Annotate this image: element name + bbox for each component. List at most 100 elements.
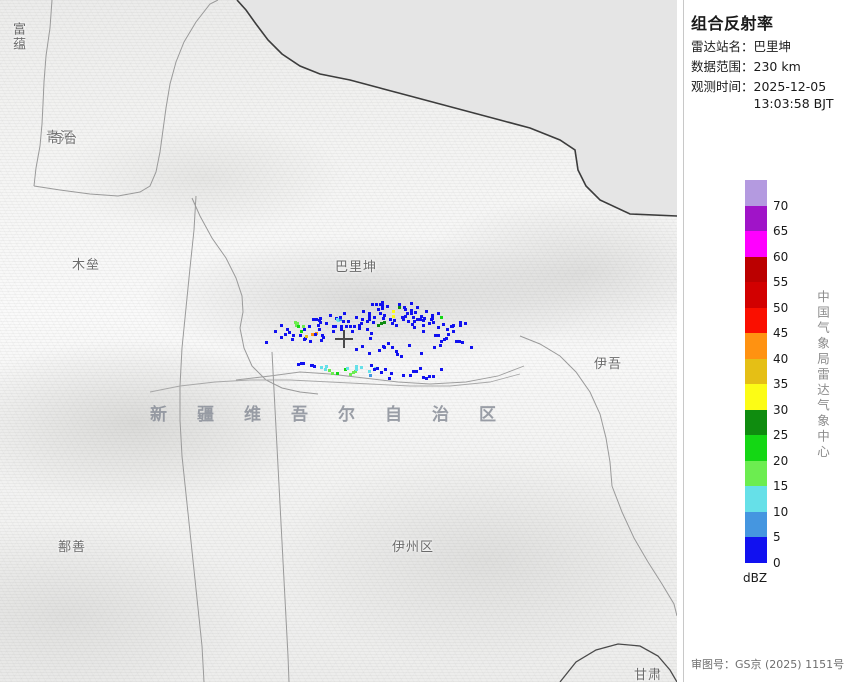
boundary-line-shanshan-east bbox=[271, 351, 290, 682]
metadata-row: 雷达站名：巴里坤 bbox=[691, 38, 859, 55]
radar-echo-pixel bbox=[434, 334, 437, 337]
radar-echo-pixel bbox=[373, 368, 376, 371]
colorbar-tick-label: 15 bbox=[773, 479, 789, 494]
colorbar-segment bbox=[745, 205, 767, 232]
radar-echo-pixel bbox=[380, 371, 383, 374]
radar-echo-pixel bbox=[416, 318, 419, 321]
colorbar-tick-label: 40 bbox=[773, 351, 789, 366]
boundary-line-qinghe-west bbox=[33, 0, 53, 187]
radar-echo-pixel bbox=[351, 330, 354, 333]
radar-echo-pixel bbox=[415, 370, 418, 373]
radar-echo-pixel bbox=[366, 320, 369, 323]
colorbar-tick-label: 30 bbox=[773, 402, 789, 417]
radar-echo-pixel bbox=[328, 369, 331, 372]
radar-echo-pixel bbox=[422, 376, 425, 379]
colorbar-segment bbox=[745, 486, 767, 512]
boundary-line-mountain-ridge bbox=[149, 373, 521, 393]
radar-echo-pixel bbox=[446, 328, 449, 331]
colorbar-tick-label: 25 bbox=[773, 428, 789, 443]
radar-echo-pixel bbox=[300, 362, 303, 365]
metadata-row: 数据范围： 230 km bbox=[691, 58, 859, 75]
radar-echo-pixel bbox=[377, 324, 380, 327]
radar-echo-pixel bbox=[303, 328, 306, 331]
radar-echo-pixel bbox=[294, 321, 297, 324]
metadata-key: 雷达站名 bbox=[691, 39, 742, 54]
radar-echo-pixel bbox=[432, 321, 435, 324]
colorbar-tick-label: 20 bbox=[773, 453, 789, 468]
panel-divider bbox=[683, 0, 684, 682]
map-label-qinghe: 青河 bbox=[46, 130, 75, 145]
radar-echo-pixel bbox=[440, 368, 443, 371]
metadata-list: 雷达站名：巴里坤 数据范围： 230 km 观测时间： 2025-12-05 13:03… bbox=[691, 38, 859, 115]
radar-echo-pixel bbox=[440, 316, 443, 319]
radar-echo-pixel bbox=[340, 325, 343, 328]
colorbar-tick-label: 60 bbox=[773, 249, 789, 264]
colorbar-segment bbox=[745, 409, 767, 436]
radar-echo-pixel bbox=[400, 355, 403, 358]
radar-echo-pixel bbox=[349, 325, 352, 328]
radar-echo-pixel bbox=[410, 309, 413, 312]
map-label-yizhouqu: 伊州区 bbox=[392, 540, 435, 555]
boundary-line-qinghe-south bbox=[33, 0, 219, 197]
colorbar-tick-label: 0 bbox=[773, 556, 781, 570]
radar-echo-pixel bbox=[439, 344, 442, 347]
radar-echo-pixel bbox=[451, 325, 454, 328]
radar-echo-pixel bbox=[411, 323, 414, 326]
radar-echo-pixel bbox=[373, 316, 376, 319]
radar-echo-pixel bbox=[458, 340, 461, 343]
radar-echo-pixel bbox=[402, 318, 405, 321]
radar-echo-pixel bbox=[344, 368, 347, 371]
colorbar-tick-label: 55 bbox=[773, 275, 789, 290]
radar-echo-pixel bbox=[305, 335, 308, 338]
radar-echo-pixel bbox=[349, 373, 352, 376]
radar-echo-pixel bbox=[422, 330, 425, 333]
radar-echo-pixel bbox=[280, 336, 283, 339]
radar-echo-pixel bbox=[464, 322, 467, 325]
radar-echo-pixel bbox=[375, 303, 378, 306]
radar-echo-pixel bbox=[302, 362, 305, 365]
reflectivity-colorbar[interactable]: 70 65 60 55 50 45 40 35 30 25 20 15 10 5 0 bbox=[745, 180, 788, 570]
map-label-qitai: 奇台 bbox=[50, 132, 79, 147]
colorbar-segment bbox=[745, 282, 767, 308]
radar-echo-pixel bbox=[378, 349, 381, 352]
radar-echo-pixel bbox=[381, 307, 384, 310]
radar-echo-pixel bbox=[383, 321, 386, 324]
radar-echo-pixel bbox=[318, 328, 321, 331]
radar-echo-pixel bbox=[470, 346, 473, 349]
radar-echo-pixel bbox=[369, 337, 372, 340]
radar-echo-pixel bbox=[437, 334, 440, 337]
radar-echo-pixel bbox=[422, 319, 425, 322]
colorbar-segment bbox=[745, 256, 767, 283]
radar-echo-pixel bbox=[355, 348, 358, 351]
metadata-key: 观测时间 bbox=[691, 79, 742, 94]
colorbar-tick-label: 35 bbox=[773, 377, 789, 392]
radar-echo-pixel bbox=[315, 318, 318, 321]
radar-echo-pixel bbox=[410, 302, 413, 305]
map-panel[interactable]: 富蕴 青河 奇台 木垒 巴里坤 伊吾 鄯善 伊州区 甘肃 新疆维吾尔自治区 bbox=[0, 0, 677, 682]
radar-echo-pixel bbox=[381, 304, 384, 307]
radar-echo-pixel bbox=[428, 375, 431, 378]
radar-echo-pixel bbox=[404, 308, 407, 311]
radar-echo-pixel bbox=[383, 346, 386, 349]
radar-echo-pixel bbox=[388, 377, 391, 380]
radar-echo-pixel bbox=[387, 342, 390, 345]
radar-echo-pixel bbox=[360, 366, 363, 369]
map-label-yiwu: 伊吾 bbox=[594, 357, 623, 372]
radar-echo-pixel bbox=[390, 372, 393, 375]
radar-echo-pixel bbox=[433, 346, 436, 349]
radar-echo-pixel bbox=[425, 310, 428, 313]
metadata-row: 观测时间： 2025-12-05 13:03:58 BJT bbox=[691, 78, 859, 112]
radar-echo-pixel bbox=[355, 368, 358, 371]
radar-echo-pixel bbox=[317, 324, 320, 327]
radar-echo-pixel bbox=[312, 318, 315, 321]
radar-echo-pixel bbox=[403, 306, 406, 309]
radar-echo-pixel bbox=[325, 322, 328, 325]
colorbar-tick-label: 10 bbox=[773, 504, 789, 519]
radar-echo-pixel bbox=[432, 375, 435, 378]
radar-echo-pixel bbox=[339, 316, 342, 319]
metadata-key: 数据范围 bbox=[691, 59, 742, 74]
radar-echo-pixel bbox=[311, 364, 314, 367]
radar-echo-pixel bbox=[362, 310, 365, 313]
radar-echo-pixel bbox=[334, 325, 337, 328]
